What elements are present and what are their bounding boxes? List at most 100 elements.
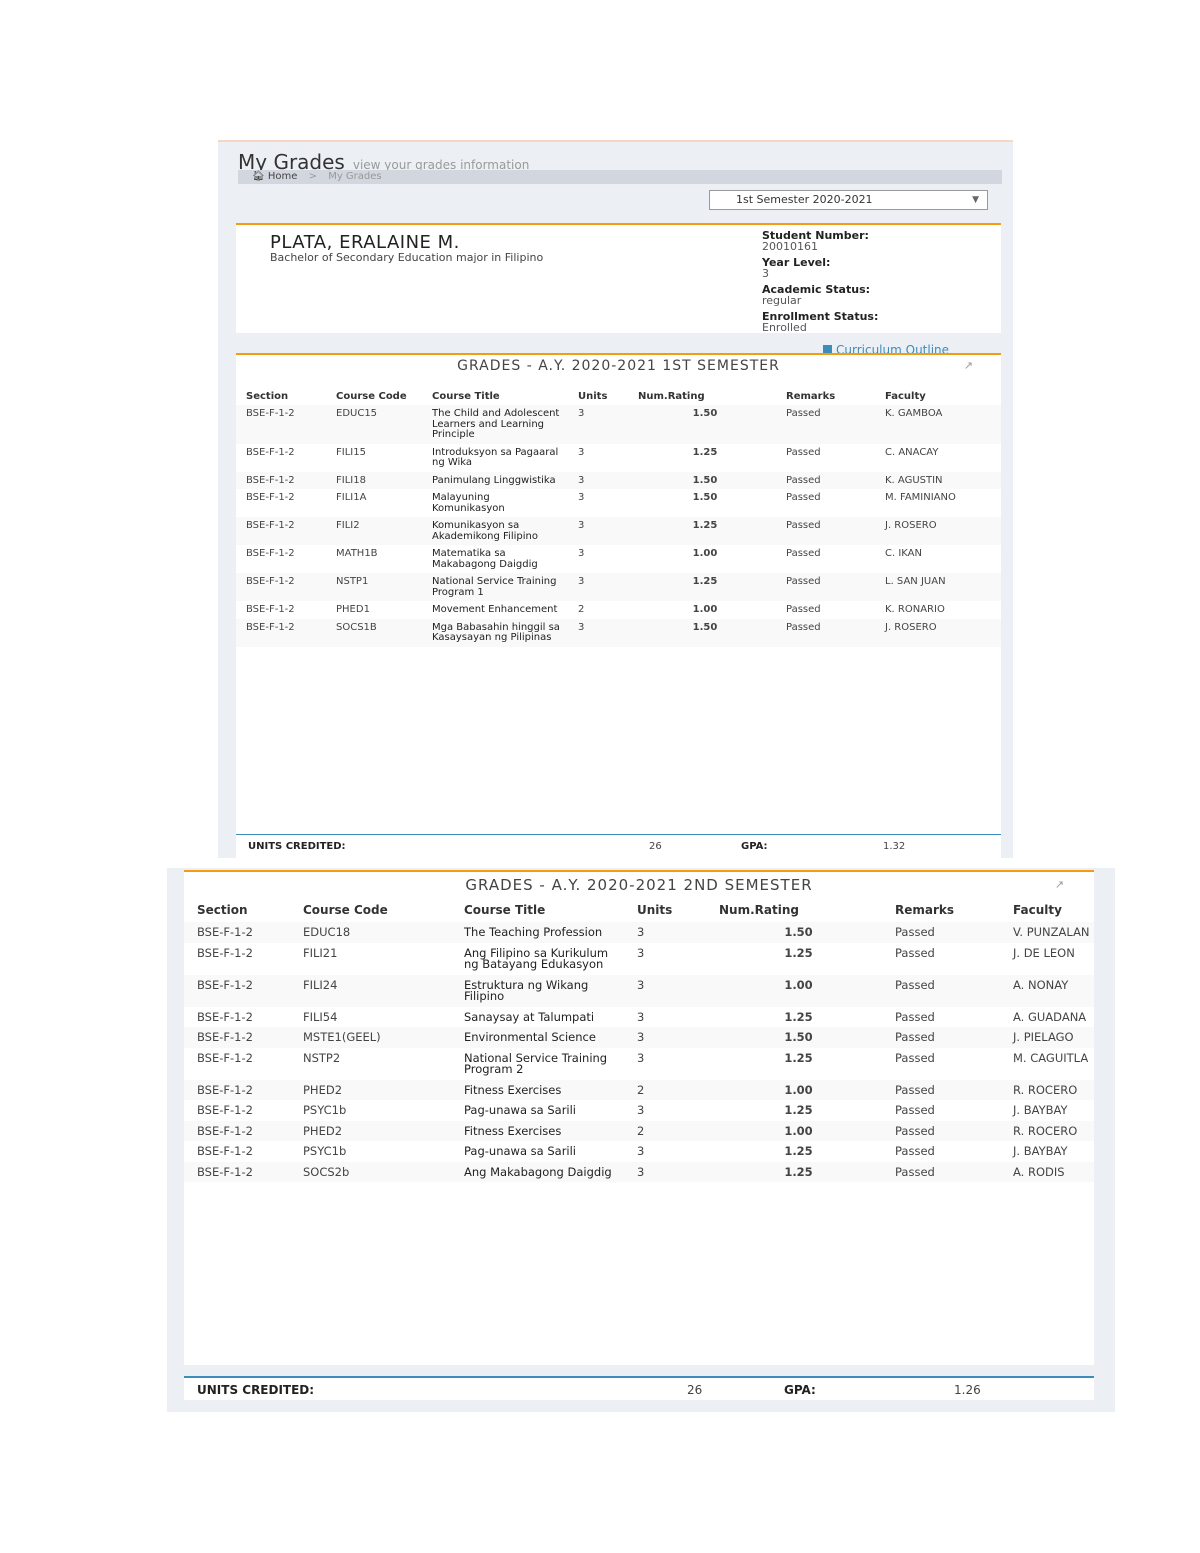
grades-title-second-semester: GRADES - A.Y. 2020-2021 2ND SEMESTER xyxy=(465,876,813,894)
col-units: Units xyxy=(578,391,608,402)
table-row: BSE-F-1-2 PHED2 Fitness Exercises 2 1.00… xyxy=(184,1079,1094,1100)
cell-num-rating: 1.25 xyxy=(784,1164,813,1179)
cell-faculty: R. ROCERO xyxy=(1013,1123,1078,1138)
cell-units: 3 xyxy=(637,1030,645,1044)
cell-units: 3 xyxy=(637,1050,645,1065)
units-credited-value: 26 xyxy=(649,841,662,852)
cell-remarks: Passed xyxy=(895,1123,935,1138)
cell-faculty: R. ROCERO xyxy=(1013,1082,1078,1097)
table-row: BSE-F-1-2 FILI15 Introduksyon sa Pagaara… xyxy=(236,444,1001,472)
cell-units: 3 xyxy=(578,548,585,559)
cell-remarks: Passed xyxy=(895,1009,935,1024)
cell-units: 3 xyxy=(637,945,645,960)
cell-section: BSE-F-1-2 xyxy=(197,925,253,939)
table-row: BSE-F-1-2 FILI2 Komunikasyon sa Akademik… xyxy=(236,517,1001,545)
student-number: 20010161 xyxy=(762,240,818,253)
cell-course-code: SOCS2b xyxy=(303,1164,350,1179)
col-course-title: Course Title xyxy=(464,903,546,917)
student-name: PLATA, ERALAINE M. xyxy=(270,232,460,253)
cell-num-rating: 1.25 xyxy=(784,1009,813,1024)
cell-section: BSE-F-1-2 xyxy=(246,492,295,503)
cell-section: BSE-F-1-2 xyxy=(197,1030,253,1044)
table-row: BSE-F-1-2 FILI18 Panimulang Linggwistika… xyxy=(236,471,1001,489)
chevron-down-icon: ▼ xyxy=(972,195,979,205)
cell-course-title: National Service Training Program 2 xyxy=(464,1050,608,1076)
units-credited-value: 26 xyxy=(687,1383,703,1397)
cell-num-rating: 1.00 xyxy=(692,548,718,559)
cell-num-rating: 1.50 xyxy=(692,408,718,419)
col-num-rating: Num.Rating xyxy=(638,391,705,402)
cell-num-rating: 1.00 xyxy=(784,977,813,992)
cell-faculty: V. PUNZALAN xyxy=(1013,925,1090,939)
cell-course-title: Matematika sa Makabagong Daigdig xyxy=(432,548,538,570)
cell-section: BSE-F-1-2 xyxy=(197,1050,253,1065)
semester-select[interactable]: 1st Semester 2020-2021 ▼ xyxy=(709,190,988,210)
cell-section: BSE-F-1-2 xyxy=(197,1009,253,1024)
cell-faculty: J. BAYBAY xyxy=(1013,1103,1068,1117)
cell-num-rating: 1.25 xyxy=(784,1144,813,1158)
cell-section: BSE-F-1-2 xyxy=(246,621,295,633)
col-remarks: Remarks xyxy=(786,391,836,402)
cell-remarks: Passed xyxy=(786,520,821,531)
cell-units: 3 xyxy=(637,1144,645,1158)
semester-select-value: 1st Semester 2020-2021 xyxy=(736,193,873,206)
home-icon: 🏠︎ xyxy=(252,171,265,182)
grades-box-first-semester: GRADES - A.Y. 2020-2021 1ST SEMESTER ↗ S… xyxy=(236,353,1001,840)
cell-section: BSE-F-1-2 xyxy=(246,604,295,615)
cell-course-title: Environmental Science xyxy=(464,1030,596,1044)
cell-num-rating: 1.50 xyxy=(784,925,813,939)
cell-section: BSE-F-1-2 xyxy=(197,1144,253,1158)
cell-faculty: J. DE LEON xyxy=(1013,945,1075,960)
cell-faculty: K. GAMBOA xyxy=(885,408,943,419)
cell-course-title: Fitness Exercises xyxy=(464,1082,562,1097)
cell-section: BSE-F-1-2 xyxy=(246,520,295,531)
table-row: BSE-F-1-2 MATH1B Matematika sa Makabagon… xyxy=(236,545,1001,573)
cell-course-code: MSTE1(GEEL) xyxy=(303,1030,381,1044)
cell-num-rating: 1.25 xyxy=(784,945,813,960)
cell-course-code: EDUC18 xyxy=(303,925,351,939)
table-row: BSE-F-1-2 FILI1A Malayuning Komunikasyon… xyxy=(236,489,1001,517)
col-section: Section xyxy=(246,391,289,402)
table-row: BSE-F-1-2 SOCS2b Ang Makabagong Daigdig … xyxy=(184,1161,1094,1182)
col-remarks: Remarks xyxy=(895,903,955,917)
cell-units: 3 xyxy=(637,1103,645,1117)
cell-faculty: A. NONAY xyxy=(1013,977,1069,992)
cell-section: BSE-F-1-2 xyxy=(246,446,295,458)
cell-course-title: Sanaysay at Talumpati xyxy=(464,1009,595,1024)
table-row: BSE-F-1-2 PSYC1b Pag-unawa sa Sarili 3 1… xyxy=(184,1100,1094,1121)
breadcrumb-separator: > xyxy=(308,171,317,182)
year-level: 3 xyxy=(762,267,769,280)
student-program: Bachelor of Secondary Education major in… xyxy=(270,251,544,264)
cell-faculty: M. FAMINIANO xyxy=(885,492,956,503)
cell-remarks: Passed xyxy=(895,1030,935,1044)
breadcrumb-home[interactable]: Home xyxy=(267,171,298,182)
cell-course-title: Komunikasyon sa Akademikong Filipino xyxy=(432,520,538,542)
cell-remarks: Passed xyxy=(786,604,821,615)
breadcrumb-current: My Grades xyxy=(328,171,382,182)
cell-num-rating: 1.25 xyxy=(692,520,718,531)
cell-course-code: FILI54 xyxy=(303,1009,338,1024)
cell-course-code: PHED1 xyxy=(336,604,370,615)
wrench-icon[interactable]: ↗ xyxy=(963,359,973,372)
grades-screenshot-first-semester: My Grades view your grades information 🏠︎… xyxy=(218,140,1013,858)
cell-units: 3 xyxy=(578,520,585,531)
cell-section: BSE-F-1-2 xyxy=(246,408,295,419)
table-row: BSE-F-1-2 FILI54 Sanaysay at Talumpati 3… xyxy=(184,1007,1094,1028)
enrollment-status: Enrolled xyxy=(762,321,807,334)
cell-num-rating: 1.25 xyxy=(784,1103,813,1117)
cell-num-rating: 1.50 xyxy=(692,492,718,503)
cell-faculty: M. CAGUITLA xyxy=(1013,1050,1089,1065)
cell-course-code: PSYC1b xyxy=(303,1103,347,1117)
cell-remarks: Passed xyxy=(786,474,821,486)
gpa-label: GPA: xyxy=(784,1383,816,1397)
cell-units: 3 xyxy=(578,474,585,486)
cell-section: BSE-F-1-2 xyxy=(246,576,295,587)
table-row: BSE-F-1-2 PHED2 Fitness Exercises 2 1.00… xyxy=(184,1120,1094,1141)
cell-units: 3 xyxy=(637,1164,645,1179)
cell-units: 2 xyxy=(578,604,585,615)
cell-num-rating: 1.00 xyxy=(784,1123,813,1138)
cell-num-rating: 1.50 xyxy=(784,1030,813,1044)
student-number-label: Student Number: xyxy=(762,229,869,242)
cell-course-code: NSTP1 xyxy=(336,576,369,587)
wrench-icon[interactable]: ↗ xyxy=(1054,878,1064,891)
